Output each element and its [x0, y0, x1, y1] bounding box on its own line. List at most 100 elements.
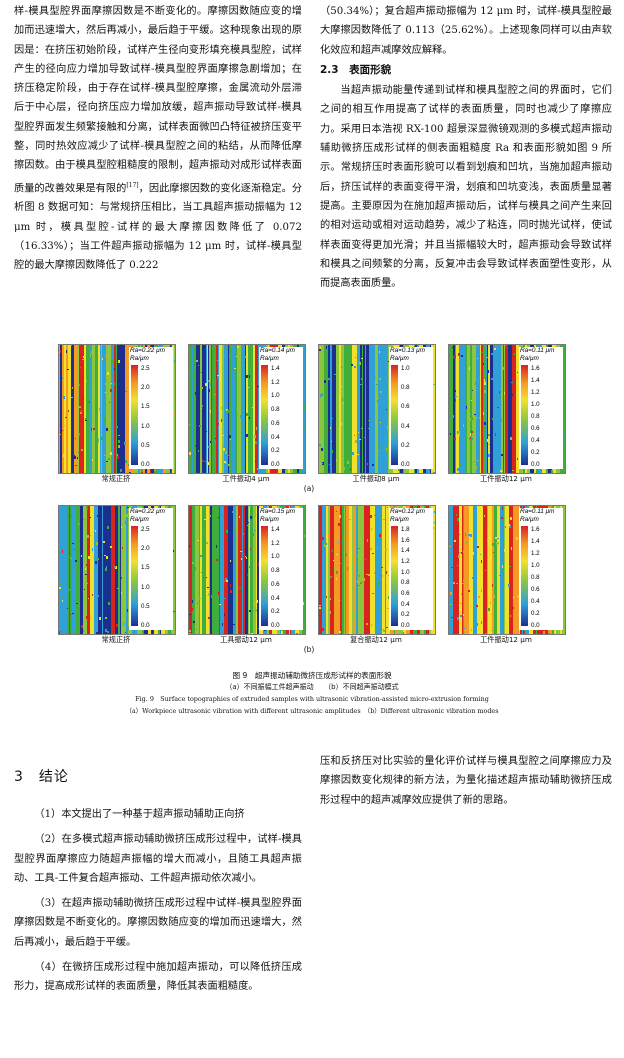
- topography-speckle: [359, 362, 361, 365]
- topography-speckle: [336, 578, 337, 580]
- scale-tick-label: 1.5: [141, 403, 150, 411]
- topography-speckle: [508, 584, 510, 587]
- topography-band: [463, 506, 464, 634]
- topography-speckle: [457, 468, 459, 471]
- topography-speckle: [367, 463, 368, 465]
- topography-speckle: [433, 384, 435, 385]
- topography-speckle: [96, 632, 98, 634]
- topography-speckle: [326, 596, 327, 598]
- topography-speckle: [449, 606, 450, 609]
- topography-band: [253, 506, 256, 634]
- topography-band: [228, 506, 230, 634]
- topography-speckle: [90, 354, 91, 357]
- topography-speckle: [208, 349, 209, 350]
- topography-speckle: [336, 460, 337, 461]
- topography-speckle: [250, 516, 252, 519]
- topography-band: [382, 345, 386, 473]
- topography-speckle: [460, 615, 462, 617]
- topography-speckle: [332, 550, 333, 552]
- topography-band: [344, 345, 348, 473]
- topography-band: [116, 345, 117, 473]
- topography-speckle: [115, 518, 116, 521]
- topography-speckle: [449, 546, 451, 547]
- topography-speckle: [458, 431, 460, 434]
- topography-speckle: [336, 511, 337, 512]
- topography-speckle: [60, 350, 61, 353]
- topography-speckle: [252, 532, 253, 534]
- topography-speckle: [68, 410, 69, 412]
- citation-ref: [17]: [126, 181, 139, 189]
- topography-speckle: [456, 583, 458, 584]
- topography-speckle: [127, 609, 128, 612]
- conclusion-right-column: 压和反挤压对比实验的量化评价试样与模具型腔之间摩擦应力及摩擦因数变化规律的新方法…: [320, 752, 612, 810]
- topography-band: [237, 345, 241, 473]
- topography-band: [504, 506, 505, 634]
- topography-band: [212, 345, 216, 473]
- topography-speckle: [126, 514, 128, 517]
- topography-band: [375, 506, 379, 634]
- topography-band: [84, 345, 86, 473]
- topography-speckle: [110, 389, 112, 392]
- topography-speckle: [104, 555, 106, 556]
- topography-band: [371, 506, 375, 634]
- scale-tick-label: 0.0: [531, 461, 540, 468]
- topography-band: [79, 345, 81, 473]
- topography-band: [209, 506, 210, 634]
- topography-speckle: [370, 548, 372, 550]
- topography-speckle: [338, 523, 340, 526]
- topography-speckle: [502, 565, 503, 568]
- topography-speckle: [524, 630, 526, 631]
- roughness-value: Ra=0.14 μm: [260, 347, 295, 354]
- topography-speckle: [477, 354, 478, 355]
- topography-band: [115, 506, 118, 634]
- topography-speckle: [205, 592, 206, 594]
- topography-speckle: [453, 582, 455, 584]
- topography-speckle: [502, 471, 503, 472]
- topography-band: [348, 345, 352, 473]
- topography-band: [516, 506, 519, 634]
- topography-speckle: [221, 419, 222, 422]
- topography-speckle: [481, 560, 482, 563]
- topography-speckle: [386, 627, 388, 628]
- topography-speckle: [91, 351, 92, 354]
- topography-speckle: [509, 566, 511, 567]
- topography-speckle: [107, 526, 109, 529]
- topography-speckle: [199, 425, 201, 427]
- color-scale-legend: Ra=0.15 μm Ra/μm 1.4 1.2 1.0 0.8 0.6 0.4 0.2 0.0: [259, 508, 303, 630]
- topography-speckle: [197, 603, 198, 604]
- topography-speckle: [493, 595, 495, 598]
- topography-speckle: [78, 523, 79, 525]
- topography-band: [246, 345, 248, 473]
- topography-speckle: [543, 631, 545, 634]
- topography-band: [219, 506, 220, 634]
- topography-band: [468, 506, 469, 634]
- topography-speckle: [75, 438, 76, 439]
- topography-speckle: [489, 444, 490, 445]
- topography-band: [231, 345, 235, 473]
- topography-speckle: [511, 382, 513, 383]
- topography-speckle: [350, 469, 351, 470]
- topography-speckle: [205, 513, 206, 515]
- topography-speckle: [371, 624, 372, 626]
- topography-speckle: [200, 456, 201, 458]
- topography-band: [513, 506, 516, 634]
- topography-speckle: [320, 347, 321, 349]
- topography-speckle: [322, 393, 323, 396]
- topography-speckle: [347, 461, 349, 464]
- topography-speckle: [379, 351, 380, 353]
- topography-speckle: [463, 628, 465, 629]
- topography-speckle: [256, 427, 257, 430]
- topography-speckle: [354, 614, 355, 617]
- topography-speckle: [511, 423, 512, 424]
- topography-band: [253, 345, 255, 473]
- topography-speckle: [454, 540, 456, 542]
- topography-speckle: [85, 418, 87, 420]
- topography-speckle: [95, 561, 97, 564]
- topography-speckle: [232, 511, 234, 513]
- topography-band: [81, 345, 84, 473]
- topography-speckle: [509, 524, 510, 526]
- topography-speckle: [361, 564, 362, 567]
- topography-speckle: [85, 574, 87, 575]
- roughness-value: Ra=0.11 μm: [520, 508, 555, 515]
- topography-speckle: [377, 398, 379, 399]
